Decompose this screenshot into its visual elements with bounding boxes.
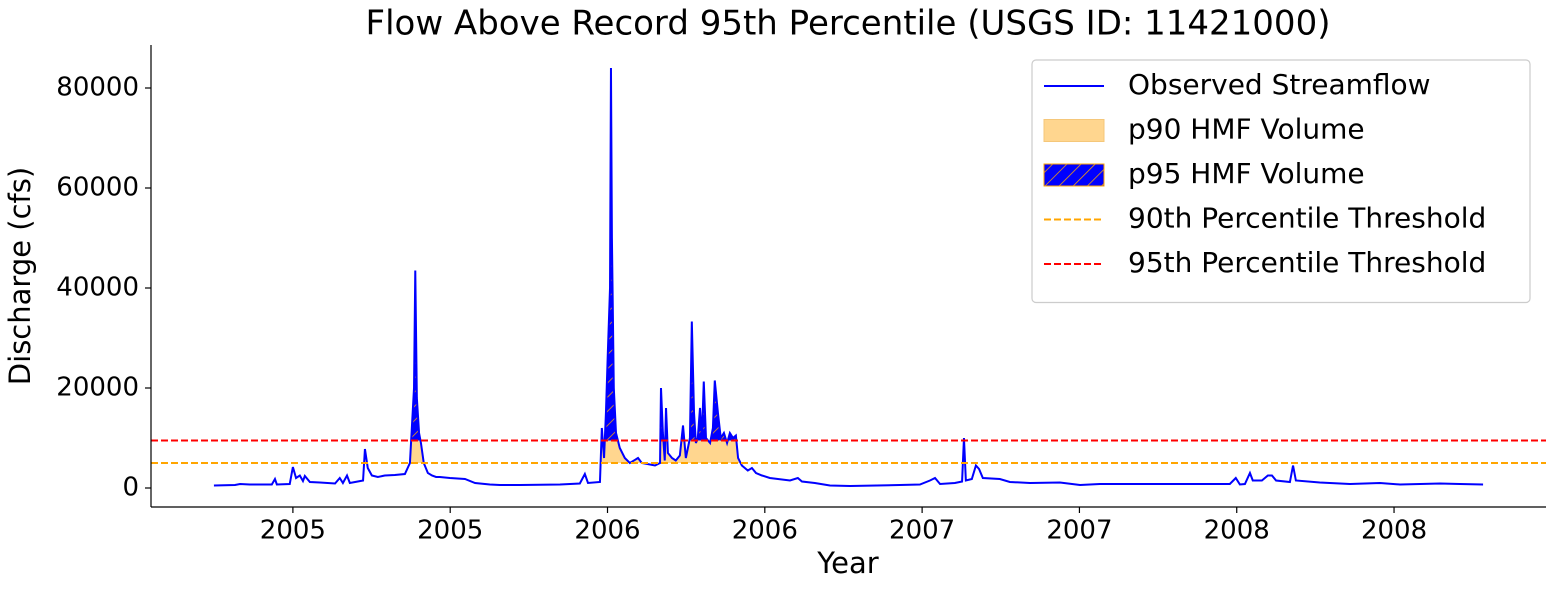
x-tick-label: 2008	[1204, 516, 1270, 546]
x-tick-label: 2006	[574, 516, 640, 546]
legend-label: p90 HMF Volume	[1128, 113, 1365, 146]
y-tick-label: 40000	[56, 273, 139, 303]
y-tick-label: 0	[122, 473, 139, 503]
x-tick-label: 2005	[260, 516, 326, 546]
streamflow-line	[213, 67, 1484, 488]
legend-swatch	[1043, 119, 1105, 142]
legend-label: 90th Percentile Threshold	[1128, 202, 1486, 235]
x-axis-label: Year	[816, 546, 878, 580]
x-tick-label: 2007	[1046, 516, 1112, 546]
legend-label: Observed Streamflow	[1128, 68, 1431, 101]
y-axis-label: Discharge (cfs)	[3, 167, 37, 385]
y-tick-label: 60000	[56, 173, 139, 203]
x-tick-label: 2005	[417, 516, 483, 546]
legend-box	[1031, 59, 1531, 304]
legend-swatch	[1043, 163, 1105, 187]
legend-label: p95 HMF Volume	[1128, 157, 1365, 190]
y-tick-label: 80000	[56, 73, 139, 103]
x-tick-label: 2007	[889, 516, 955, 546]
legend-label: 95th Percentile Threshold	[1128, 246, 1486, 279]
x-tick-label: 2006	[732, 516, 798, 546]
chart-title: Flow Above Record 95th Percentile (USGS …	[366, 4, 1331, 44]
y-tick-label: 20000	[56, 373, 139, 403]
x-tick-label: 2008	[1361, 516, 1427, 546]
